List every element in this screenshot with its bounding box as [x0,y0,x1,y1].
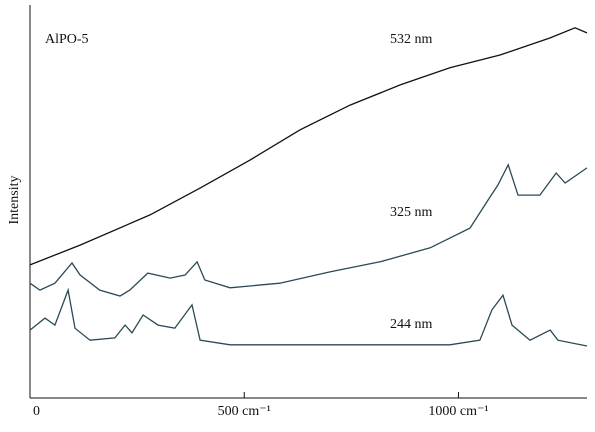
x-tick-label: 500 cm⁻¹ [218,404,271,419]
x-tick-label: 0 [33,404,40,419]
annotation: AlPO-5 [45,32,89,47]
series-line [29,27,588,266]
series-label: 532 nm [390,32,433,47]
x-tick-label: 1000 cm⁻¹ [428,404,488,419]
series-line [29,287,588,347]
series-label: 325 nm [390,205,433,220]
series-label: 244 nm [390,317,433,332]
y-axis-label: Intensity [7,176,22,225]
series-line [29,163,588,297]
